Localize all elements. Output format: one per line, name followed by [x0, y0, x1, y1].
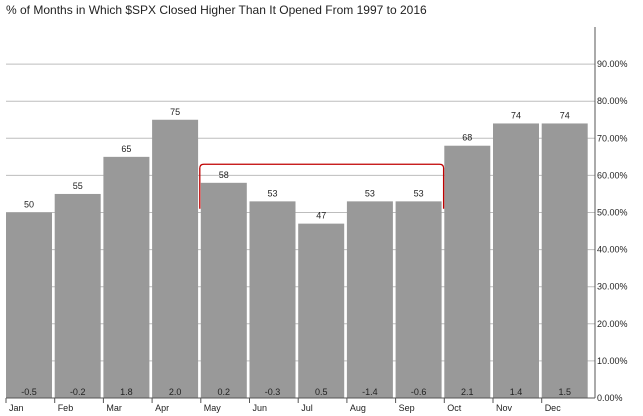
x-tick-label: May	[204, 403, 222, 413]
bar-sep	[395, 201, 442, 398]
bar-secondary-label: 0.5	[315, 387, 328, 397]
bar-jun	[249, 201, 296, 398]
bar-value-label: 65	[121, 144, 131, 154]
bar-jul	[298, 223, 345, 398]
bar-nov	[493, 123, 539, 399]
x-tick-label: Jul	[301, 403, 313, 413]
bar-labels: 50 -0.5 55 -0.2 65 1.8 75 2.0 58 0.2 53 -0.3 47 0.5 53…	[21, 107, 571, 397]
bar-value-label: 74	[511, 110, 521, 120]
x-tick-label: Mar	[106, 403, 122, 413]
bar-secondary-label: -0.3	[265, 387, 281, 397]
x-tick-label: Sep	[399, 403, 415, 413]
bar-value-label: 50	[24, 200, 34, 210]
highlight-bracket	[199, 163, 445, 209]
x-tick-label: Nov	[496, 403, 513, 413]
bar-oct	[444, 145, 491, 398]
y-tick-label: 60.00%	[597, 170, 628, 180]
bar-secondary-label: 2.0	[169, 387, 182, 397]
x-tick-label: Dec	[545, 403, 562, 413]
bar-mar	[103, 156, 150, 398]
bar-jan	[6, 212, 52, 398]
bar-value-label: 47	[316, 211, 326, 221]
bar-value-label: 75	[170, 107, 180, 117]
y-tick-label: 30.00%	[597, 282, 628, 292]
bar-value-label: 58	[219, 170, 229, 180]
y-tick-label: 40.00%	[597, 245, 628, 255]
x-tick-label: Feb	[58, 403, 74, 413]
bar-secondary-label: 1.5	[558, 387, 571, 397]
x-tick-label: Jan	[9, 403, 24, 413]
axes	[5, 27, 596, 403]
bar-value-label: 53	[267, 188, 277, 198]
bar-secondary-label: -1.4	[362, 387, 378, 397]
x-tick-label: Oct	[447, 403, 462, 413]
bar-value-label: 55	[73, 181, 83, 191]
x-tick-labels: Jan Feb Mar Apr May Jun Jul Aug Sep Oct Nov Dec	[9, 403, 561, 413]
bar-feb	[54, 193, 101, 398]
bar-secondary-label: 1.8	[120, 387, 133, 397]
bar-secondary-label: 1.4	[510, 387, 523, 397]
chart-title: % of Months in Which $SPX Closed Higher …	[6, 3, 427, 17]
bar-secondary-label: 2.1	[461, 387, 474, 397]
bars	[6, 119, 588, 399]
y-tick-label: 20.00%	[597, 319, 628, 329]
y-tick-label: 0.00%	[597, 393, 623, 403]
bar-secondary-label: -0.2	[70, 387, 86, 397]
bar-apr	[152, 119, 199, 398]
x-tick-label: Jun	[253, 403, 268, 413]
bar-secondary-label: 0.2	[218, 387, 231, 397]
bar-secondary-label: -0.5	[21, 387, 37, 397]
bar-value-label: 53	[414, 188, 424, 198]
y-tick-label: 10.00%	[597, 356, 628, 366]
y-tick-labels: 0.00% 10.00% 20.00% 30.00% 40.00% 50.00% 60.00…	[597, 59, 628, 403]
y-tick-label: 90.00%	[597, 59, 628, 69]
bar-may	[200, 182, 247, 398]
x-tick-label: Apr	[155, 403, 169, 413]
y-tick-label: 80.00%	[597, 96, 628, 106]
bar-aug	[346, 201, 393, 398]
y-tick-label: 70.00%	[597, 133, 628, 143]
x-tick-label: Aug	[350, 403, 366, 413]
y-tick-label: 50.00%	[597, 208, 628, 218]
bar-value-label: 68	[462, 133, 472, 143]
bar-value-label: 74	[560, 110, 570, 120]
bar-secondary-label: -0.6	[411, 387, 427, 397]
bar-value-label: 53	[365, 188, 375, 198]
bar-dec	[541, 123, 588, 399]
